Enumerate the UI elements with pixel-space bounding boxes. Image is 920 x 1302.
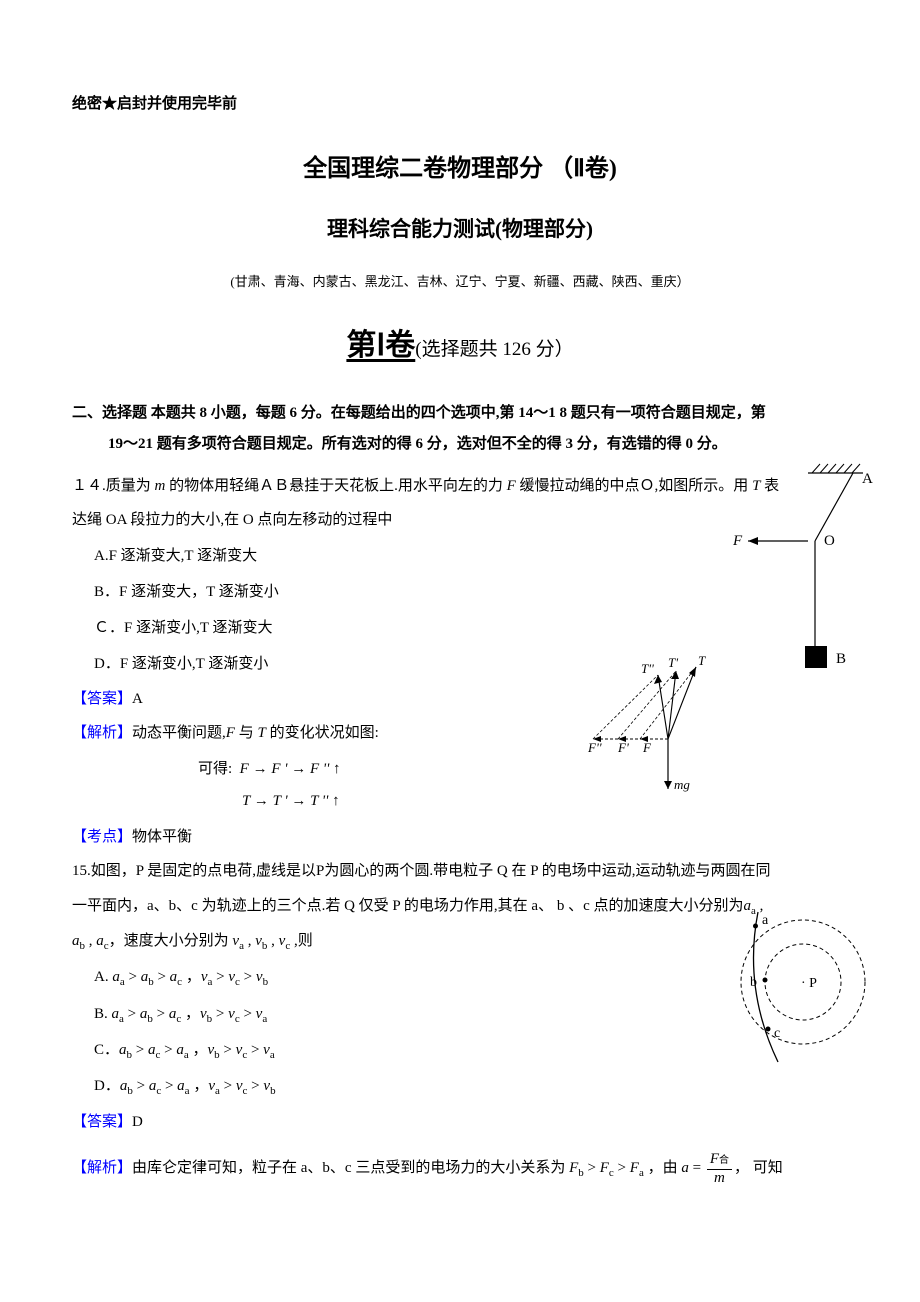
svg-text:A: A xyxy=(862,471,873,487)
svg-text:a: a xyxy=(762,913,769,928)
q14-answer: 【答案】A xyxy=(72,682,848,717)
svg-text:c: c xyxy=(774,1026,780,1041)
q14-analysis: 【解析】动态平衡问题,F 与 T 的变化状况如图: xyxy=(72,716,848,751)
instructions: 二、选择题 本题共 8 小题，每题 6 分。在每题给出的四个选项中,第 14～1… xyxy=(72,398,848,461)
svg-text:T': T' xyxy=(668,655,678,670)
svg-text:b: b xyxy=(750,975,757,990)
figure-force-vectors: T T' T'' F F' F'' mg xyxy=(548,649,728,799)
svg-text:F'': F'' xyxy=(587,740,602,755)
question-15: 15.如图，P 是固定的点电荷,虚线是以P为圆心的两个圆.带电粒子 Q 在 P … xyxy=(72,854,848,1187)
figure-concentric-circles: a b c · P xyxy=(688,894,878,1074)
svg-text:B: B xyxy=(836,651,846,667)
q15-stem-line1: 15.如图，P 是固定的点电荷,虚线是以P为圆心的两个圆.带电粒子 Q 在 P … xyxy=(72,854,848,889)
title-main: 全国理综二卷物理部分 （Ⅱ卷) xyxy=(72,147,848,193)
instructions-line2: 19～21 题有多项符合题目规定。所有选对的得 6 分，选对但不全的得 3 分，… xyxy=(72,429,848,461)
svg-text:F: F xyxy=(732,533,743,549)
q14-formula-lead: 可得: F → F ' → F '' ↑ xyxy=(72,755,848,784)
svg-text:· P: · P xyxy=(801,976,817,991)
q15-analysis: 【解析】由库仑定律可知，粒子在 a、b、c 三点受到的电场力的大小关系为 Fb … xyxy=(72,1151,848,1187)
svg-text:T'': T'' xyxy=(641,661,654,676)
question-14: １４.质量为 m 的物体用轻绳ＡＢ悬挂于天花板上.用水平向左的力 F 缓慢拉动绳… xyxy=(72,469,848,855)
section-big: 第Ⅰ卷 xyxy=(346,329,415,362)
q14-topic: 【考点】物体平衡 xyxy=(72,820,848,855)
svg-text:F': F' xyxy=(617,740,629,755)
q14-formula2: T → T ' → T '' ↑ xyxy=(72,787,848,816)
section-header: 第Ⅰ卷(选择题共 126 分） xyxy=(72,317,848,374)
svg-text:F: F xyxy=(642,740,652,755)
title-sub: 理科综合能力测试(物理部分) xyxy=(72,210,848,250)
svg-text:T: T xyxy=(698,653,706,668)
svg-text:O: O xyxy=(824,533,835,549)
figure-rope-diagram: A O F B xyxy=(708,461,878,681)
regions: (甘肃、青海、内蒙古、黑龙江、吉林、辽宁、宁夏、新疆、西藏、陕西、重庆） xyxy=(72,270,848,295)
confidential-label: 绝密★启封并使用完毕前 xyxy=(72,90,848,119)
section-note: (选择题共 126 分） xyxy=(415,339,573,360)
instructions-line1: 二、选择题 本题共 8 小题，每题 6 分。在每题给出的四个选项中,第 14～1… xyxy=(72,398,848,430)
svg-text:mg: mg xyxy=(674,777,690,792)
q15-answer: 【答案】D xyxy=(72,1105,848,1140)
